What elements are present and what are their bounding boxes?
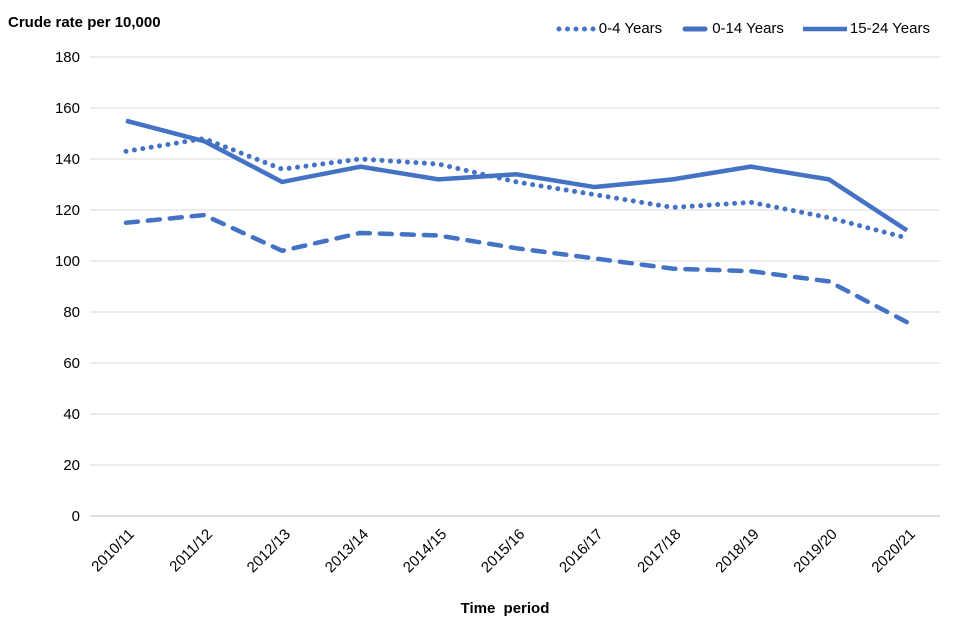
legend-item-0-4-years: 0-4 Years (555, 20, 662, 37)
dotted-line-sample-icon (556, 26, 597, 31)
x-tick-label: 2018/19 (712, 526, 762, 576)
y-tick-label: 120 (55, 202, 80, 219)
legend-item-0-14-years: 0-14 Years (680, 20, 784, 37)
x-tick-label: 2019/20 (790, 526, 840, 576)
x-tick-label: 2010/11 (88, 526, 138, 576)
x-tick-label: 2012/13 (244, 526, 294, 576)
legend-label: 0-4 Years (598, 20, 663, 37)
x-tick-label: 2016/17 (556, 526, 606, 576)
chart-title: Crude rate per 10,000 (8, 14, 161, 31)
y-tick-label: 40 (63, 406, 80, 423)
x-tick-label: 2014/15 (400, 526, 450, 576)
y-tick-label: 140 (55, 151, 80, 168)
series-line-15-24-years (125, 118, 909, 233)
x-tick-label: 2015/16 (478, 526, 528, 576)
dashed-line-sample-icon (682, 26, 708, 31)
series-line-0-14-years (123, 212, 910, 325)
y-tick-label: 100 (55, 253, 80, 270)
legend: 0-4 Years 0-14 Years 15-24 Years (555, 20, 930, 37)
y-tick-label: 160 (55, 100, 80, 117)
series-line-0-4-years (123, 136, 910, 241)
y-tick-label: 80 (63, 304, 80, 321)
legend-label: 15-24 Years (849, 20, 930, 37)
y-tick-label: 20 (63, 457, 80, 474)
x-tick-label: 2017/18 (634, 526, 684, 576)
x-tick-label: 2020/21 (868, 526, 918, 576)
x-tick-label: 2011/12 (166, 526, 216, 576)
x-axis-title: Time period (460, 600, 550, 617)
legend-item-15-24-years: 15-24 Years (802, 20, 930, 37)
x-tick-label: 2013/14 (322, 526, 372, 576)
legend-label: 0-14 Years (712, 20, 784, 37)
y-tick-label: 0 (72, 508, 80, 525)
y-tick-label: 60 (63, 355, 80, 372)
y-tick-label: 180 (55, 49, 80, 66)
solid-line-sample-icon (802, 26, 847, 31)
